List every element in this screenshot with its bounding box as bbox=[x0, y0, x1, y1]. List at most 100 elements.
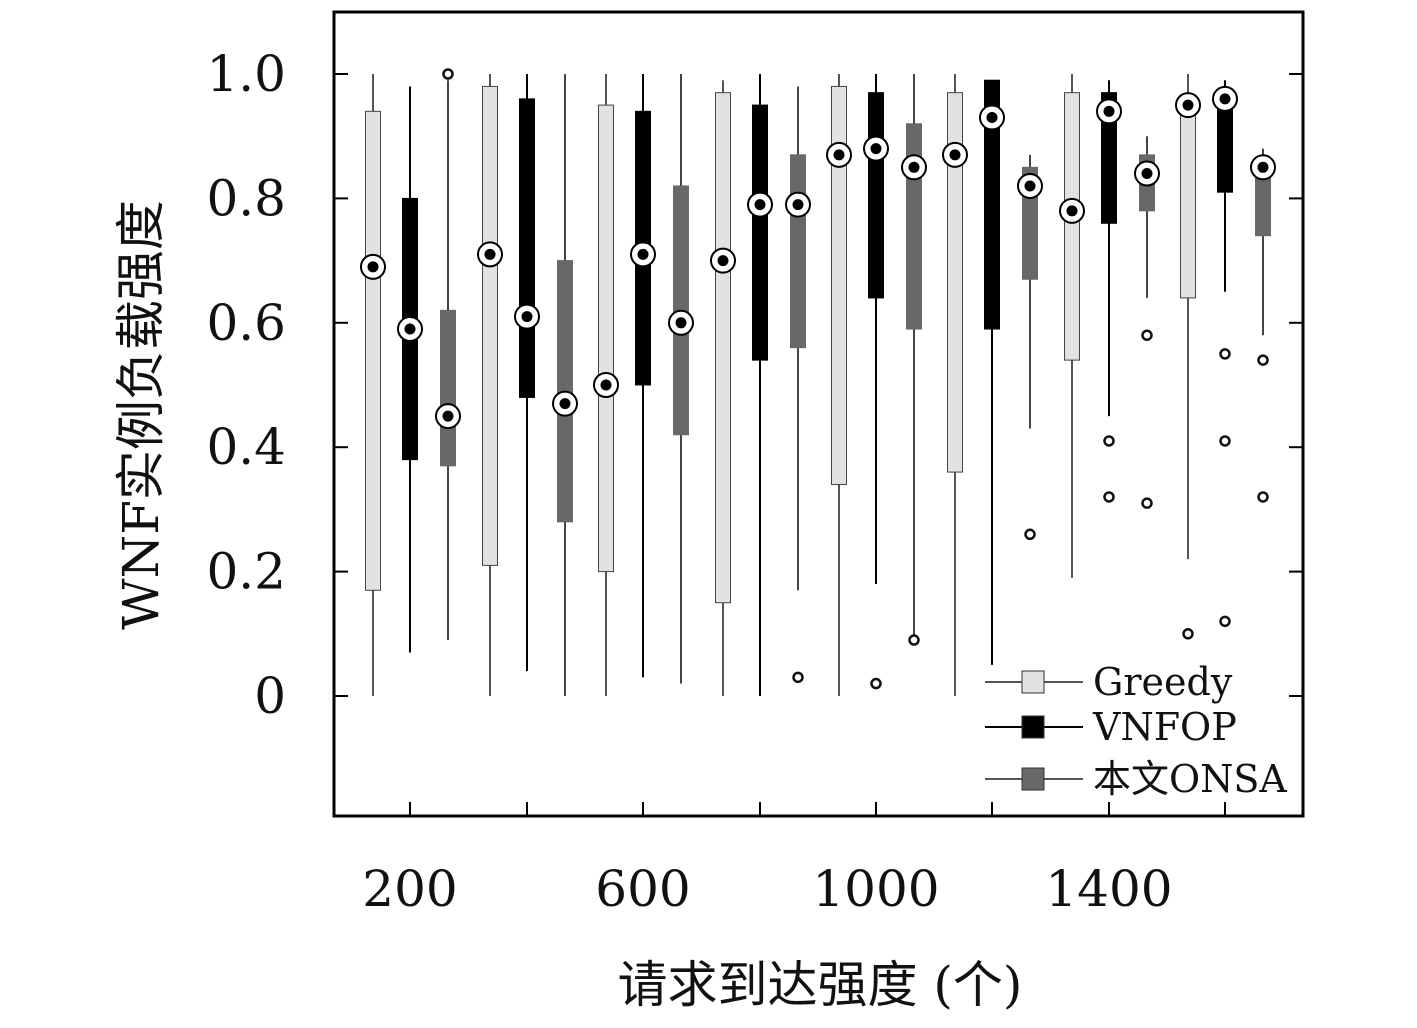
legend-label: 本文ONSA bbox=[1093, 757, 1287, 801]
y-tick-label: 0 bbox=[254, 667, 286, 725]
median-dot bbox=[870, 143, 882, 155]
legend-label: Greedy bbox=[1093, 660, 1233, 704]
outlier-point bbox=[1257, 491, 1269, 503]
median-dot bbox=[717, 255, 729, 267]
y-tick-label: 0.8 bbox=[206, 169, 286, 227]
box-1-6 bbox=[1096, 80, 1122, 503]
median-dot bbox=[1182, 99, 1194, 111]
median-dot bbox=[637, 248, 649, 260]
median-dot bbox=[404, 323, 416, 335]
outlier-point bbox=[1219, 435, 1231, 447]
outlier-point bbox=[1024, 528, 1036, 541]
box-body bbox=[598, 104, 614, 573]
median-dot bbox=[754, 199, 766, 211]
outlier-point bbox=[1219, 615, 1231, 628]
box-0-0 bbox=[360, 74, 386, 696]
x-tick-label: 1400 bbox=[1045, 860, 1172, 918]
box-2-5 bbox=[1017, 154, 1043, 541]
box-body bbox=[482, 85, 498, 566]
y-tick-label: 0.6 bbox=[206, 294, 286, 352]
median-dot bbox=[367, 261, 379, 273]
x-axis-label: 请求到达强度 (个) bbox=[618, 956, 1023, 1014]
legend-swatch bbox=[1021, 670, 1045, 694]
y-tick-label: 1.0 bbox=[206, 45, 286, 103]
legend-label: VNFOP bbox=[1092, 705, 1237, 749]
box-0-1 bbox=[477, 74, 503, 696]
box-1-1 bbox=[514, 74, 540, 672]
outlier-point bbox=[1219, 348, 1231, 360]
box-body bbox=[947, 92, 963, 473]
box-body bbox=[715, 92, 731, 604]
median-dot bbox=[600, 379, 612, 391]
y-tick-label: 0.2 bbox=[206, 543, 286, 601]
median-dot bbox=[949, 149, 961, 161]
box-2-2 bbox=[668, 74, 694, 684]
median-dot bbox=[1103, 105, 1115, 117]
box-1-2 bbox=[630, 74, 656, 678]
outlier-point bbox=[1182, 628, 1194, 640]
box-1-5 bbox=[979, 79, 1005, 665]
outlier-point bbox=[908, 634, 920, 646]
plot-frame bbox=[332, 10, 1305, 818]
box-body bbox=[752, 104, 768, 361]
outlier-point bbox=[792, 671, 804, 684]
legend-swatch bbox=[1021, 715, 1045, 739]
median-dot bbox=[1024, 180, 1036, 192]
box-2-7 bbox=[1250, 148, 1276, 503]
outlier-point bbox=[442, 68, 454, 80]
outlier-point bbox=[1141, 497, 1153, 509]
box-2-1 bbox=[552, 74, 578, 696]
box-0-2 bbox=[593, 74, 619, 696]
median-dot bbox=[559, 398, 571, 410]
box-1-0 bbox=[397, 86, 423, 653]
x-tick-label: 600 bbox=[595, 860, 690, 918]
box-body bbox=[1064, 92, 1080, 361]
box-body bbox=[440, 309, 456, 467]
box-0-6 bbox=[1059, 74, 1085, 578]
median-dot bbox=[833, 149, 845, 161]
legend-swatch bbox=[1021, 767, 1045, 791]
box-body bbox=[831, 85, 847, 486]
box-2-0 bbox=[435, 68, 461, 641]
median-dot bbox=[675, 317, 687, 329]
box-body bbox=[519, 98, 535, 398]
outlier-point bbox=[1141, 329, 1153, 341]
median-dot bbox=[1257, 161, 1269, 173]
box-2-4 bbox=[901, 74, 927, 646]
median-dot bbox=[908, 161, 920, 173]
median-dot bbox=[1066, 205, 1078, 217]
ticks-layer: 0 0.2 0.4 0.6 0.8 1.0 200 600 1000 1400 bbox=[206, 45, 1303, 918]
median-dot bbox=[986, 112, 998, 124]
box-body bbox=[868, 92, 884, 299]
box-body bbox=[984, 79, 1000, 330]
median-dot bbox=[792, 199, 804, 211]
box-0-3 bbox=[710, 80, 736, 696]
median-dot bbox=[1141, 168, 1153, 180]
box-2-3 bbox=[785, 86, 811, 684]
box-body bbox=[1101, 92, 1117, 224]
box-body bbox=[790, 154, 806, 349]
y-axis-label: WNF实例负载强度 bbox=[112, 200, 170, 630]
outlier-point bbox=[1103, 435, 1115, 447]
boxes-layer bbox=[360, 68, 1276, 696]
box-1-4 bbox=[863, 74, 889, 690]
x-tick-label: 1000 bbox=[812, 860, 939, 918]
box-1-7 bbox=[1212, 80, 1238, 628]
box-0-7 bbox=[1175, 74, 1201, 640]
x-tick-label: 200 bbox=[362, 860, 457, 918]
median-dot bbox=[521, 311, 533, 323]
outlier-point bbox=[1257, 354, 1269, 366]
outlier-point bbox=[870, 677, 882, 690]
median-dot bbox=[442, 410, 454, 422]
median-dot bbox=[1219, 93, 1231, 105]
box-2-6 bbox=[1134, 136, 1160, 509]
box-0-4 bbox=[826, 74, 852, 696]
box-1-3 bbox=[747, 74, 773, 696]
box-body bbox=[365, 110, 381, 591]
y-tick-label: 0.4 bbox=[206, 418, 286, 476]
box-body bbox=[1180, 98, 1196, 299]
outlier-point bbox=[1103, 491, 1115, 503]
median-dot bbox=[484, 248, 496, 260]
